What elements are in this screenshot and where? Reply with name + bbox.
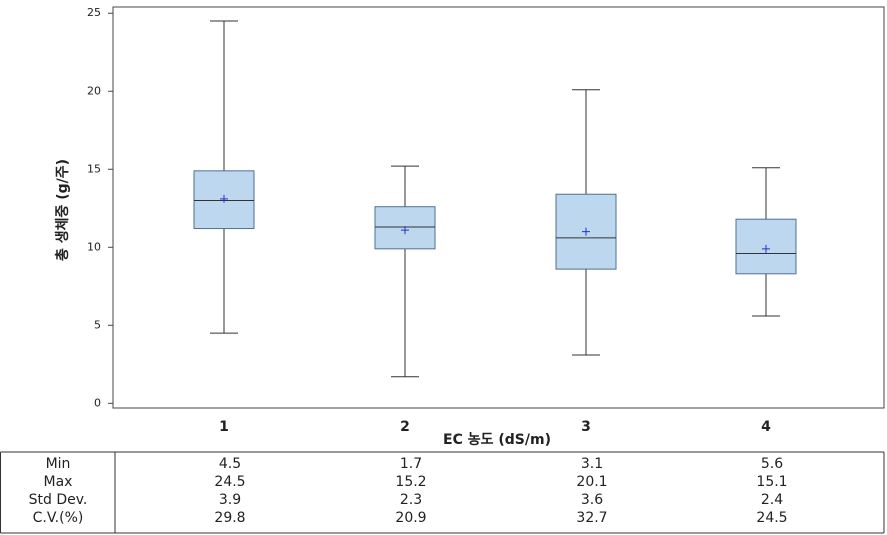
cell-value: 24.5 bbox=[214, 474, 245, 490]
cell-value: 3.1 bbox=[581, 456, 603, 472]
cell-value: 20.9 bbox=[395, 510, 426, 526]
cell-value: 15.1 bbox=[756, 474, 787, 490]
y-tick-label: 25 bbox=[87, 6, 101, 19]
row-label: Max bbox=[44, 474, 73, 490]
cell-value: 3.6 bbox=[581, 492, 603, 508]
x-tick-label: 2 bbox=[400, 419, 410, 435]
x-axis-title: EC 농도 (dS/m) bbox=[443, 432, 551, 448]
cell-value: 3.9 bbox=[219, 492, 241, 508]
stats-table bbox=[0, 451, 885, 534]
cell-value: 20.1 bbox=[576, 474, 607, 490]
row-label: Min bbox=[46, 456, 71, 472]
row-label: C.V.(%) bbox=[33, 510, 84, 526]
plot-frame bbox=[112, 6, 885, 409]
cell-value: 2.3 bbox=[400, 492, 422, 508]
cell-value: 4.5 bbox=[219, 456, 241, 472]
cell-value: 24.5 bbox=[756, 510, 787, 526]
cell-value: 29.8 bbox=[214, 510, 245, 526]
y-tick-label: 20 bbox=[87, 84, 101, 97]
cell-value: 5.6 bbox=[761, 456, 783, 472]
y-tick-label: 10 bbox=[87, 240, 101, 253]
x-tick-label: 4 bbox=[761, 419, 771, 435]
y-axis-title: 총 생체중 (g/주) bbox=[55, 159, 71, 261]
mean-marker bbox=[401, 226, 409, 235]
y-tick-label: 0 bbox=[94, 396, 101, 409]
mean-marker bbox=[762, 244, 770, 253]
cell-value: 2.4 bbox=[761, 492, 783, 508]
cell-value: 1.7 bbox=[400, 456, 422, 472]
y-tick-label: 5 bbox=[94, 318, 101, 331]
row-label: Std Dev. bbox=[29, 492, 88, 508]
x-tick-label: 3 bbox=[581, 419, 591, 435]
cell-value: 15.2 bbox=[395, 474, 426, 490]
x-tick-label: 1 bbox=[219, 419, 229, 435]
y-tick-label: 15 bbox=[87, 162, 101, 175]
mean-marker bbox=[220, 194, 228, 203]
cell-value: 32.7 bbox=[576, 510, 607, 526]
mean-marker bbox=[582, 227, 590, 236]
